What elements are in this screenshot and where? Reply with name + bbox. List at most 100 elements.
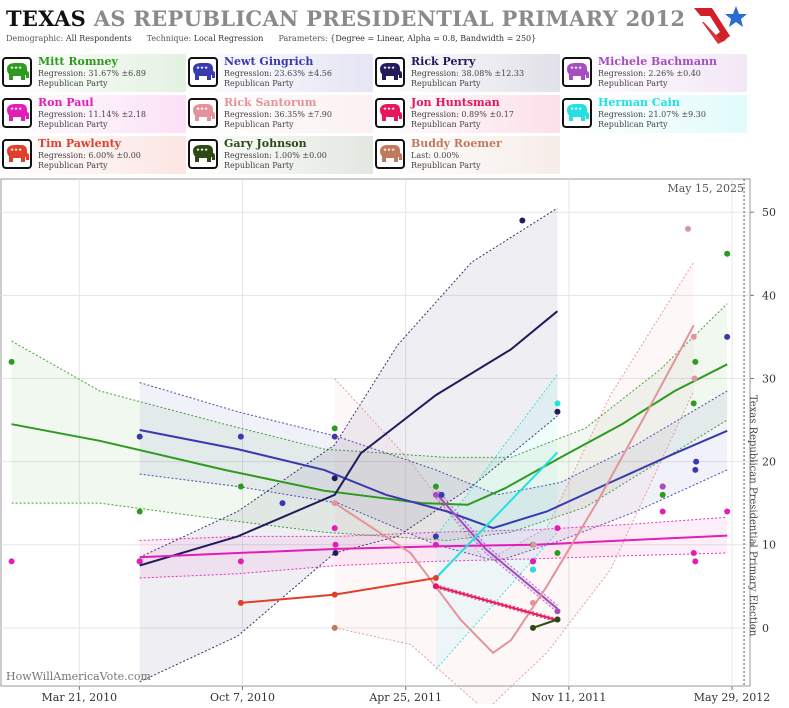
poll-point-michele-bachmann xyxy=(659,483,666,490)
candidate-name: Mitt Romney xyxy=(38,55,118,68)
current-date-label: May 15, 2025 xyxy=(667,182,744,195)
elephant-icon: ★★★ xyxy=(375,57,405,87)
candidate-party: Republican Party xyxy=(411,79,481,88)
poll-point-ron-paul xyxy=(529,558,536,565)
poll-point-newt-gingrich xyxy=(724,333,731,340)
x-tick-label: Oct 7, 2010 xyxy=(210,691,275,704)
regression-line-rick-santorum xyxy=(334,324,695,655)
title-state: TEXAS xyxy=(6,6,87,31)
candidate-card-ron-paul[interactable]: ★★★ Ron Paul Regression: 11.14% ±2.18 Repub… xyxy=(0,95,187,133)
poll-point-rick-santorum xyxy=(529,599,536,606)
chart-header: TEXAS AS REPUBLICAN PRESIDENTIAL PRIMARY… xyxy=(0,0,789,50)
parameters-value: {Degree = Linear, Alpha = 0.8, Bandwidth… xyxy=(330,34,537,43)
svg-text:★★★: ★★★ xyxy=(196,106,209,112)
regression-line-mitt-romney xyxy=(11,363,728,506)
elephant-icon: ★★★ xyxy=(188,139,218,169)
candidate-card-herman-cain[interactable]: ★★★ Herman Cain Regression: 21.07% ±9.30 Re… xyxy=(560,95,747,133)
poll-point-newt-gingrich xyxy=(692,466,699,473)
regression-line-newt-gingrich xyxy=(139,429,728,530)
svg-text:★★★: ★★★ xyxy=(196,147,209,153)
candidate-party: Republican Party xyxy=(224,79,294,88)
svg-text:★★★: ★★★ xyxy=(383,147,396,153)
candidate-card-newt-gingrich[interactable]: ★★★ Newt Gingrich Regression: 23.63% ±4.56… xyxy=(186,54,373,92)
candidate-card-tim-pawlenty[interactable]: ★★★ Tim Pawlenty Regression: 6.00% ±0.00 Re… xyxy=(0,136,187,174)
upper-bound-jon-huntsman xyxy=(435,584,558,620)
y-tick-label: 30 xyxy=(762,372,776,385)
poll-point-rick-perry xyxy=(331,475,338,482)
candidate-card-jon-huntsman[interactable]: ★★★ Jon Huntsman Regression: 0.89% ±0.17 Re… xyxy=(373,95,560,133)
poll-point-newt-gingrich xyxy=(331,433,338,440)
poll-point-mitt-romney xyxy=(331,425,338,432)
candidate-stat: Regression: 11.14% ±2.18 xyxy=(38,110,146,119)
poll-point-ron-paul xyxy=(331,525,338,532)
elephant-icon: ★★★ xyxy=(188,98,218,128)
candidate-card-rick-santorum[interactable]: ★★★ Rick Santorum Regression: 36.35% ±7.90… xyxy=(186,95,373,133)
demographic-label: Demographic: xyxy=(6,34,64,43)
candidate-party: Republican Party xyxy=(411,161,481,170)
x-tick-label: Nov 11, 2011 xyxy=(531,691,606,704)
poll-point-ron-paul xyxy=(659,508,666,515)
candidate-party: Republican Party xyxy=(38,161,108,170)
poll-point-michele-bachmann xyxy=(432,491,439,498)
regression-line-gary-johnson xyxy=(532,618,558,629)
poll-point-mitt-romney xyxy=(692,358,699,365)
elephant-icon: ★★★ xyxy=(2,57,32,87)
candidate-card-buddy-roemer[interactable]: ★★★ Buddy Roemer Last: 0.00% Republican Par… xyxy=(373,136,560,174)
candidate-name: Herman Cain xyxy=(598,96,680,109)
regression-line-michele-bachmann xyxy=(435,492,559,610)
poll-point-ron-paul xyxy=(136,558,143,565)
candidate-legend: ★★★ Mitt Romney Regression: 31.67% ±6.89 Re… xyxy=(0,54,750,176)
poll-point-newt-gingrich xyxy=(237,433,244,440)
lower-bound-newt-gingrich xyxy=(139,469,728,562)
candidate-card-rick-perry[interactable]: ★★★ Rick Perry Regression: 38.08% ±12.33 Re… xyxy=(373,54,560,92)
y-tick-label: 0 xyxy=(762,622,769,635)
poll-point-ron-paul xyxy=(692,558,699,565)
poll-point-newt-gingrich xyxy=(438,491,445,498)
candidate-name: Newt Gingrich xyxy=(224,55,314,68)
svg-text:★★★: ★★★ xyxy=(10,65,23,71)
poll-point-rick-perry xyxy=(554,408,561,415)
svg-text:★★★: ★★★ xyxy=(10,147,23,153)
elephant-icon: ★★★ xyxy=(375,98,405,128)
svg-text:★★★: ★★★ xyxy=(570,65,583,71)
candidate-name: Buddy Roemer xyxy=(411,137,502,150)
poll-point-rick-santorum xyxy=(684,225,691,232)
svg-text:★★★: ★★★ xyxy=(383,106,396,112)
y-tick-label: 10 xyxy=(762,539,776,552)
elephant-icon: ★★★ xyxy=(188,57,218,87)
technique-label: Technique: xyxy=(146,34,192,43)
candidate-party: Republican Party xyxy=(598,79,668,88)
confidence-band-newt-gingrich xyxy=(139,382,728,562)
candidate-card-mitt-romney[interactable]: ★★★ Mitt Romney Regression: 31.67% ±6.89 Re… xyxy=(0,54,187,92)
poll-point-ron-paul xyxy=(554,525,561,532)
lower-bound-rick-santorum xyxy=(334,390,695,708)
poll-point-jon-huntsman xyxy=(432,583,439,590)
elephant-icon: ★★★ xyxy=(2,139,32,169)
confidence-band-michele-bachmann xyxy=(435,488,558,612)
poll-point-buddy-roemer xyxy=(331,624,338,631)
regression-chart: Texas Republican Presidential Primary El… xyxy=(0,178,789,708)
candidate-stat: Regression: 2.26% ±0.40 xyxy=(598,69,701,78)
poll-point-ron-paul xyxy=(690,550,697,557)
poll-point-rick-santorum xyxy=(691,375,698,382)
svg-text:★★★: ★★★ xyxy=(10,106,23,112)
candidate-card-michele-bachmann[interactable]: ★★★ Michele Bachmann Regression: 2.26% ±0.… xyxy=(560,54,747,92)
poll-point-tim-pawlenty xyxy=(432,574,439,581)
elephant-icon: ★★★ xyxy=(2,98,32,128)
y-tick-label: 40 xyxy=(762,289,776,302)
poll-point-rick-santorum xyxy=(530,541,537,548)
candidate-name: Gary Johnson xyxy=(224,137,307,150)
x-tick-label: May 29, 2012 xyxy=(694,691,771,704)
candidate-name: Ron Paul xyxy=(38,96,94,109)
poll-point-mitt-romney xyxy=(432,483,439,490)
candidate-card-gary-johnson[interactable]: ★★★ Gary Johnson Regression: 1.00% ±0.00 Re… xyxy=(186,136,373,174)
poll-point-newt-gingrich xyxy=(279,500,286,507)
candidate-name: Tim Pawlenty xyxy=(38,137,122,150)
confidence-band-rick-santorum xyxy=(334,262,694,708)
y-tick-label: 20 xyxy=(762,456,776,469)
poll-point-rick-santorum xyxy=(690,333,697,340)
poll-point-newt-gingrich xyxy=(693,458,700,465)
candidate-party: Republican Party xyxy=(224,120,294,129)
poll-point-ron-paul xyxy=(432,541,439,548)
lower-bound-jon-huntsman xyxy=(435,587,558,623)
